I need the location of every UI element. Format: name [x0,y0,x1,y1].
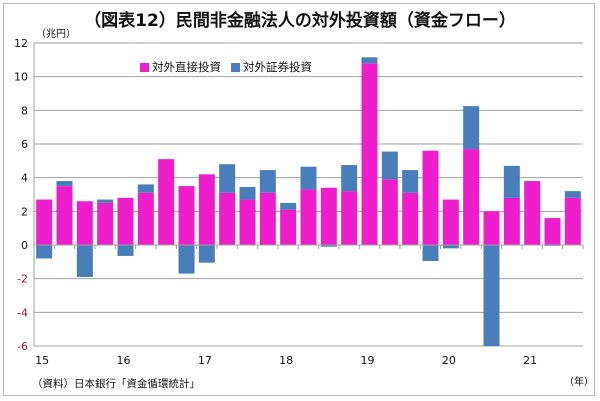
source-note: （資料）日本銀行「資金循環統計」 [32,378,200,390]
bar-18Q4 [341,165,358,192]
legend-label: 対外直接投資 [152,60,221,74]
bar-20Q3 [483,211,500,245]
x-tick-label: 15 [35,354,49,367]
bar-19Q2 [381,179,398,245]
bar-19Q4 [422,150,439,245]
bar-21Q1 [524,181,541,245]
bar-16Q2 [137,192,154,245]
bar-20Q1 [442,199,459,245]
bar-15Q4 [97,199,114,203]
bar-21Q3 [564,197,581,245]
y-tick-label: -6 [17,340,28,353]
bar-20Q3 [483,245,500,346]
x-tick-label: 17 [198,354,212,367]
bar-15Q2 [56,181,73,187]
x-tick-label: 18 [279,354,293,367]
bar-16Q1 [117,245,134,256]
chart-title: （図表12）民間非金融法人の対外投資額（資金フロー） [84,11,516,31]
legend-item-direct: 対外直接投資 [140,59,221,75]
bar-18Q1 [280,209,297,245]
y-tick-label: 10 [14,71,28,84]
bar-18Q2 [300,166,317,190]
y-tick-label: -2 [17,273,28,286]
bar-16Q3 [158,159,175,245]
bar-18Q2 [300,189,317,245]
bar-20Q2 [463,106,480,150]
x-tick-label: 16 [117,354,131,367]
bar-15Q3 [76,201,93,245]
x-tick-label: 19 [361,354,375,367]
y-tick-label: 6 [21,138,28,151]
y-tick-label: 0 [21,239,28,252]
x-axis-unit: （年） [564,377,594,388]
bar-19Q1 [361,63,378,246]
y-tick-label: -4 [17,306,28,319]
bar-16Q4 [178,186,195,245]
bar-17Q1 [198,245,215,263]
bar-17Q2 [219,164,236,193]
bar-21Q3 [564,191,581,198]
bar-16Q4 [178,245,195,274]
y-tick-label: 12 [14,37,28,50]
x-tick-label: 20 [442,354,456,367]
bar-16Q1 [117,197,134,245]
bar-15Q1 [36,199,53,245]
bar-19Q4 [422,245,439,261]
bar-17Q4 [259,192,276,245]
bar-20Q2 [463,149,480,245]
bar-17Q4 [259,170,276,193]
bar-20Q1 [442,245,459,249]
bar-17Q2 [219,192,236,245]
bar-21Q2 [544,218,561,245]
bar-20Q4 [503,197,520,245]
bar-19Q3 [402,192,419,245]
bar-18Q4 [341,191,358,245]
bar-18Q3 [320,245,337,247]
legend-label: 対外証券投資 [243,60,312,74]
bar-19Q3 [402,170,419,193]
bar-18Q1 [280,202,297,210]
y-tick-label: 8 [21,104,28,117]
chart-frame [3,3,595,396]
bar-15Q3 [76,245,93,277]
bar-15Q1 [36,245,53,259]
bar-17Q3 [239,199,256,245]
legend-swatch [140,63,149,72]
legend: 対外直接投資 対外証券投資 [140,59,312,75]
bar-15Q2 [56,186,73,245]
y-tick-label: 4 [21,172,28,185]
bar-16Q2 [137,184,154,193]
y-axis-unit: （兆円） [36,29,76,40]
x-tick-label: 21 [523,354,537,367]
legend-swatch [231,63,240,72]
bar-19Q2 [381,151,398,180]
bar-18Q3 [320,187,337,245]
legend-item-portfolio: 対外証券投資 [231,59,312,75]
bar-15Q4 [97,202,114,245]
y-tick-label: 2 [21,205,28,218]
bar-19Q1 [361,57,378,64]
bar-20Q4 [503,165,520,198]
bar-17Q3 [239,186,256,200]
bar-17Q1 [198,174,215,245]
